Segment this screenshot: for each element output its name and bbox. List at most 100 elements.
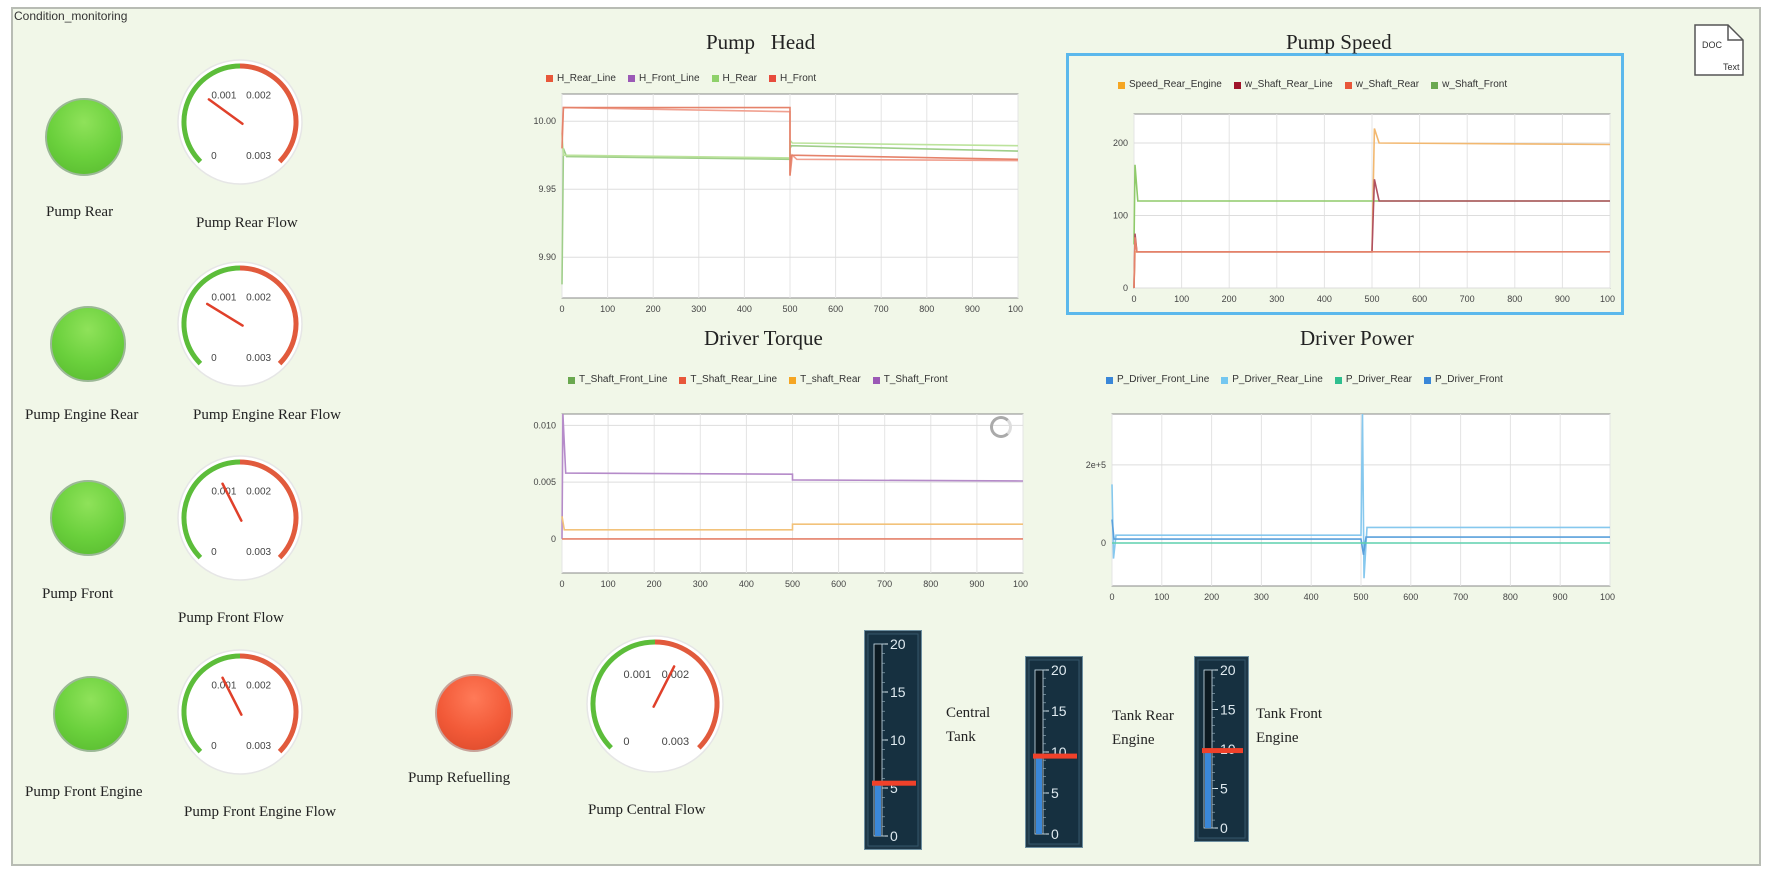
x-tick-label: 100: [600, 304, 615, 314]
legend-swatch: [627, 75, 635, 82]
legend-item[interactable]: T_Shaft_Front: [872, 368, 948, 392]
lamp-pump-front[interactable]: [50, 480, 126, 556]
series-line: [561, 516, 1023, 531]
y-tick-label: 2e+5: [1086, 460, 1106, 470]
tank-tick-label: 15: [1220, 702, 1236, 718]
x-tick-label: 300: [1269, 294, 1284, 304]
x-tick-label: 0: [1109, 592, 1114, 602]
gauge-red-band: [654, 639, 720, 750]
gauge-green-band: [181, 63, 241, 164]
gauge-pump-engine-rear-flow: 0.001 0.002 0 0.003: [176, 260, 304, 388]
gauge-red-band: [239, 265, 299, 366]
y-tick-label: 0.005: [533, 477, 556, 487]
lamp-pump-refuelling[interactable]: [435, 674, 513, 752]
x-tick-label: 100: [1154, 592, 1169, 602]
x-tick-label: 0: [1131, 294, 1136, 304]
legend-swatch: [568, 376, 575, 384]
gauge-dial: 0.001 0.002 0 0.003: [177, 59, 303, 185]
legend-label: P_Driver_Front: [1435, 374, 1503, 385]
gauge-pump-rear-flow: 0.001 0.002 0 0.003: [176, 58, 304, 186]
x-tick-label: 400: [1317, 294, 1332, 304]
x-tick-label: 300: [693, 579, 708, 589]
tank-fill: [875, 783, 881, 836]
x-tick-label: 600: [1403, 592, 1418, 602]
lamp-pump-rear[interactable]: [45, 98, 123, 176]
tank-label-front-engine-line1: Tank Front: [1256, 706, 1323, 722]
legend-item[interactable]: P_Driver_Front_Line: [1106, 368, 1209, 392]
legend-label: Speed_Rear_Engine: [1129, 79, 1222, 90]
legend-item[interactable]: w_Shaft_Rear_Line: [1233, 73, 1333, 97]
legend-item[interactable]: P_Driver_Rear_Line: [1221, 368, 1323, 392]
tank-tick-label: 0: [1051, 826, 1059, 842]
gauge-green-band: [181, 265, 241, 366]
lamp-label-pump-front: Pump Front: [42, 586, 114, 602]
gauge-red-band: [239, 63, 299, 164]
doc-icon-top-label: DOC: [1702, 40, 1722, 50]
gauge-needle: [221, 676, 243, 716]
lamp-label-pump-rear: Pump Rear: [46, 204, 114, 220]
x-tick-label: 0: [559, 579, 564, 589]
legend-item[interactable]: P_Driver_Front: [1424, 368, 1503, 392]
x-tick-label: 400: [737, 304, 752, 314]
x-tick-label: 0: [559, 304, 564, 314]
tank-tick-label: 0: [1220, 820, 1228, 836]
legend-item[interactable]: T_shaft_Rear: [789, 368, 861, 392]
legend-label: H_Front_Line: [638, 73, 700, 84]
block-title: Condition_monitoring: [14, 9, 128, 23]
x-tick-label: 800: [1507, 294, 1522, 304]
x-tick-label: 800: [1503, 592, 1518, 602]
x-tick-label: 600: [1412, 294, 1427, 304]
gauge-green-band: [181, 459, 241, 560]
gauge-tick-label: 0: [211, 353, 217, 364]
legend-item[interactable]: H_Rear_Line: [546, 73, 616, 84]
legend-label: H_Front: [780, 73, 817, 84]
legend-swatch: [1424, 376, 1432, 384]
legend-label: P_Driver_Rear: [1345, 374, 1413, 385]
chart-title-driver-torque: Driver Torque: [704, 326, 823, 350]
legend-item[interactable]: H_Front: [769, 73, 816, 84]
lamp-pump-front-engine[interactable]: [53, 676, 129, 752]
gauge-label-pump-central-flow: Pump Central Flow: [588, 802, 706, 818]
x-tick-label: 300: [691, 304, 706, 314]
x-tick-label: 600: [831, 579, 846, 589]
legend-swatch: [789, 376, 797, 384]
x-tick-label: 200: [647, 579, 662, 589]
tank-tick-label: 5: [1220, 781, 1228, 797]
x-tick-label: 700: [1453, 592, 1468, 602]
tank-tick-label: 10: [890, 732, 906, 748]
chart-loading-spinner-icon: [990, 416, 1012, 438]
chart-selection-frame-pump-speed[interactable]: [1066, 53, 1624, 315]
legend-item[interactable]: w_Shaft_Rear: [1344, 73, 1419, 97]
legend-label: T_shaft_Rear: [800, 374, 861, 385]
x-tick-label: 500: [1364, 294, 1379, 304]
legend-swatch: [1118, 81, 1125, 89]
legend-item[interactable]: H_Front_Line: [627, 73, 700, 84]
x-tick-label: 900: [1555, 294, 1570, 304]
lamp-pump-engine-rear[interactable]: [50, 306, 126, 382]
x-tick-label: 700: [877, 579, 892, 589]
legend-driver-power: P_Driver_Front_Line P_Driver_Rear_Line P_D…: [1106, 368, 1546, 394]
x-tick-label: 500: [782, 304, 797, 314]
legend-item[interactable]: w_Shaft_Front: [1431, 73, 1507, 97]
legend-item[interactable]: H_Rear: [711, 73, 757, 84]
legend-item[interactable]: T_Shaft_Front_Line: [568, 368, 667, 392]
legend-item[interactable]: T_Shaft_Rear_Line: [679, 368, 777, 392]
gauge-tick-label: 0.003: [246, 353, 271, 364]
legend-item[interactable]: Speed_Rear_Engine: [1118, 73, 1222, 97]
doc-text-icon[interactable]: DOC Text: [1692, 22, 1746, 78]
tank-tick-label: 5: [1051, 785, 1059, 801]
legend-label: P_Driver_Front_Line: [1117, 374, 1210, 385]
tank-tick-label: 20: [890, 636, 906, 652]
gauge-needle: [652, 665, 676, 708]
legend-swatch: [1233, 81, 1241, 89]
legend-item[interactable]: P_Driver_Rear: [1334, 368, 1413, 392]
gauge-tick-label: 0: [211, 547, 217, 558]
gauge-tick-label: 0.001: [211, 680, 236, 691]
y-tick-label: 0: [1101, 538, 1106, 548]
gauge-tick-label: 0.002: [246, 292, 271, 303]
